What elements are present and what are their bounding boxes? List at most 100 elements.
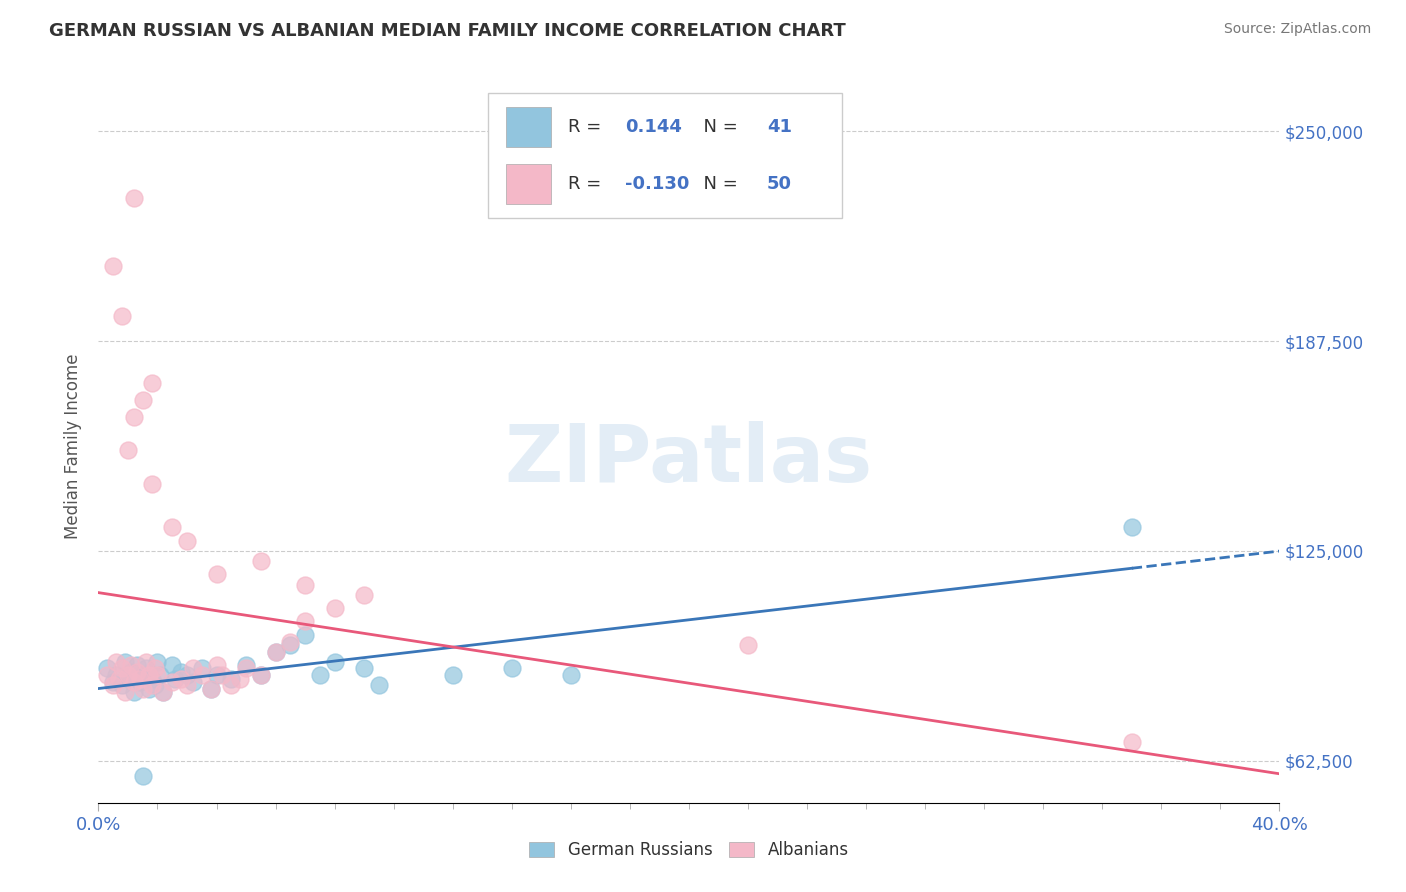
Point <box>135 661 157 675</box>
Point <box>737 638 759 652</box>
FancyBboxPatch shape <box>488 93 842 218</box>
Point <box>135 655 157 669</box>
Point <box>103 674 125 689</box>
Point <box>235 658 257 673</box>
Point <box>143 661 166 675</box>
Point <box>111 661 134 675</box>
Point <box>132 392 155 407</box>
Point <box>221 672 243 686</box>
Point <box>264 645 287 659</box>
FancyBboxPatch shape <box>506 107 551 146</box>
Text: 0.144: 0.144 <box>626 118 682 136</box>
Point <box>200 681 222 696</box>
Point <box>250 668 273 682</box>
Point <box>1121 735 1143 749</box>
Point <box>122 409 145 424</box>
Point <box>128 672 150 686</box>
Point <box>294 615 316 629</box>
Point <box>250 668 273 682</box>
Point <box>181 674 204 689</box>
Point <box>103 259 125 273</box>
Point <box>141 672 163 686</box>
Point <box>294 628 316 642</box>
Point <box>294 577 316 591</box>
Point <box>560 668 582 682</box>
Point <box>264 645 287 659</box>
Point <box>120 665 142 679</box>
Point <box>221 678 243 692</box>
Point <box>181 661 204 675</box>
Point <box>141 476 163 491</box>
Point <box>111 309 134 323</box>
Point <box>132 681 155 696</box>
Point <box>114 685 136 699</box>
Point <box>132 769 155 783</box>
Point <box>353 661 375 675</box>
Point <box>111 678 134 692</box>
Legend: German Russians, Albanians: German Russians, Albanians <box>523 835 855 866</box>
Point <box>280 638 302 652</box>
Text: N =: N = <box>693 175 744 193</box>
Point <box>323 655 346 669</box>
Point <box>103 678 125 692</box>
Point <box>323 601 346 615</box>
Text: -0.130: -0.130 <box>626 175 689 193</box>
Y-axis label: Median Family Income: Median Family Income <box>65 353 83 539</box>
Point <box>176 678 198 692</box>
Point <box>176 533 198 548</box>
Point <box>105 668 128 682</box>
Point <box>114 655 136 669</box>
Text: ZIPatlas: ZIPatlas <box>505 421 873 500</box>
Point <box>441 668 464 682</box>
Point <box>162 674 183 689</box>
Point <box>117 668 139 682</box>
Text: GERMAN RUSSIAN VS ALBANIAN MEDIAN FAMILY INCOME CORRELATION CHART: GERMAN RUSSIAN VS ALBANIAN MEDIAN FAMILY… <box>49 22 846 40</box>
Point <box>205 567 228 582</box>
Point <box>128 674 150 689</box>
Point <box>117 672 139 686</box>
Point <box>280 634 302 648</box>
Point <box>132 668 155 682</box>
Point <box>125 665 148 679</box>
Point <box>176 668 198 682</box>
Point <box>501 661 523 675</box>
Point <box>309 668 332 682</box>
Point <box>162 658 183 673</box>
Point <box>368 678 391 692</box>
Point <box>191 661 214 675</box>
Point <box>120 658 142 673</box>
Point <box>353 588 375 602</box>
Text: R =: R = <box>568 175 607 193</box>
Point <box>152 685 174 699</box>
Point <box>170 665 193 679</box>
Point <box>138 681 160 696</box>
Point <box>235 661 257 675</box>
Text: 50: 50 <box>766 175 792 193</box>
Point <box>141 376 163 390</box>
Point <box>1121 520 1143 534</box>
Point <box>165 672 187 686</box>
Text: N =: N = <box>693 118 744 136</box>
Point <box>250 554 273 568</box>
Point <box>229 672 252 686</box>
Point <box>122 191 145 205</box>
Point <box>143 678 166 692</box>
Point <box>191 668 214 682</box>
Point <box>146 655 169 669</box>
Point <box>108 672 131 686</box>
Point <box>96 668 118 682</box>
Point <box>149 668 172 682</box>
Point <box>122 685 145 699</box>
FancyBboxPatch shape <box>506 164 551 203</box>
Point <box>141 678 163 692</box>
Point <box>122 674 145 689</box>
Text: Source: ZipAtlas.com: Source: ZipAtlas.com <box>1223 22 1371 37</box>
Point <box>205 668 228 682</box>
Point <box>117 443 139 458</box>
Point <box>200 681 222 696</box>
Text: 41: 41 <box>766 118 792 136</box>
Point <box>125 658 148 673</box>
Point <box>96 661 118 675</box>
Text: R =: R = <box>568 118 607 136</box>
Point <box>205 658 228 673</box>
